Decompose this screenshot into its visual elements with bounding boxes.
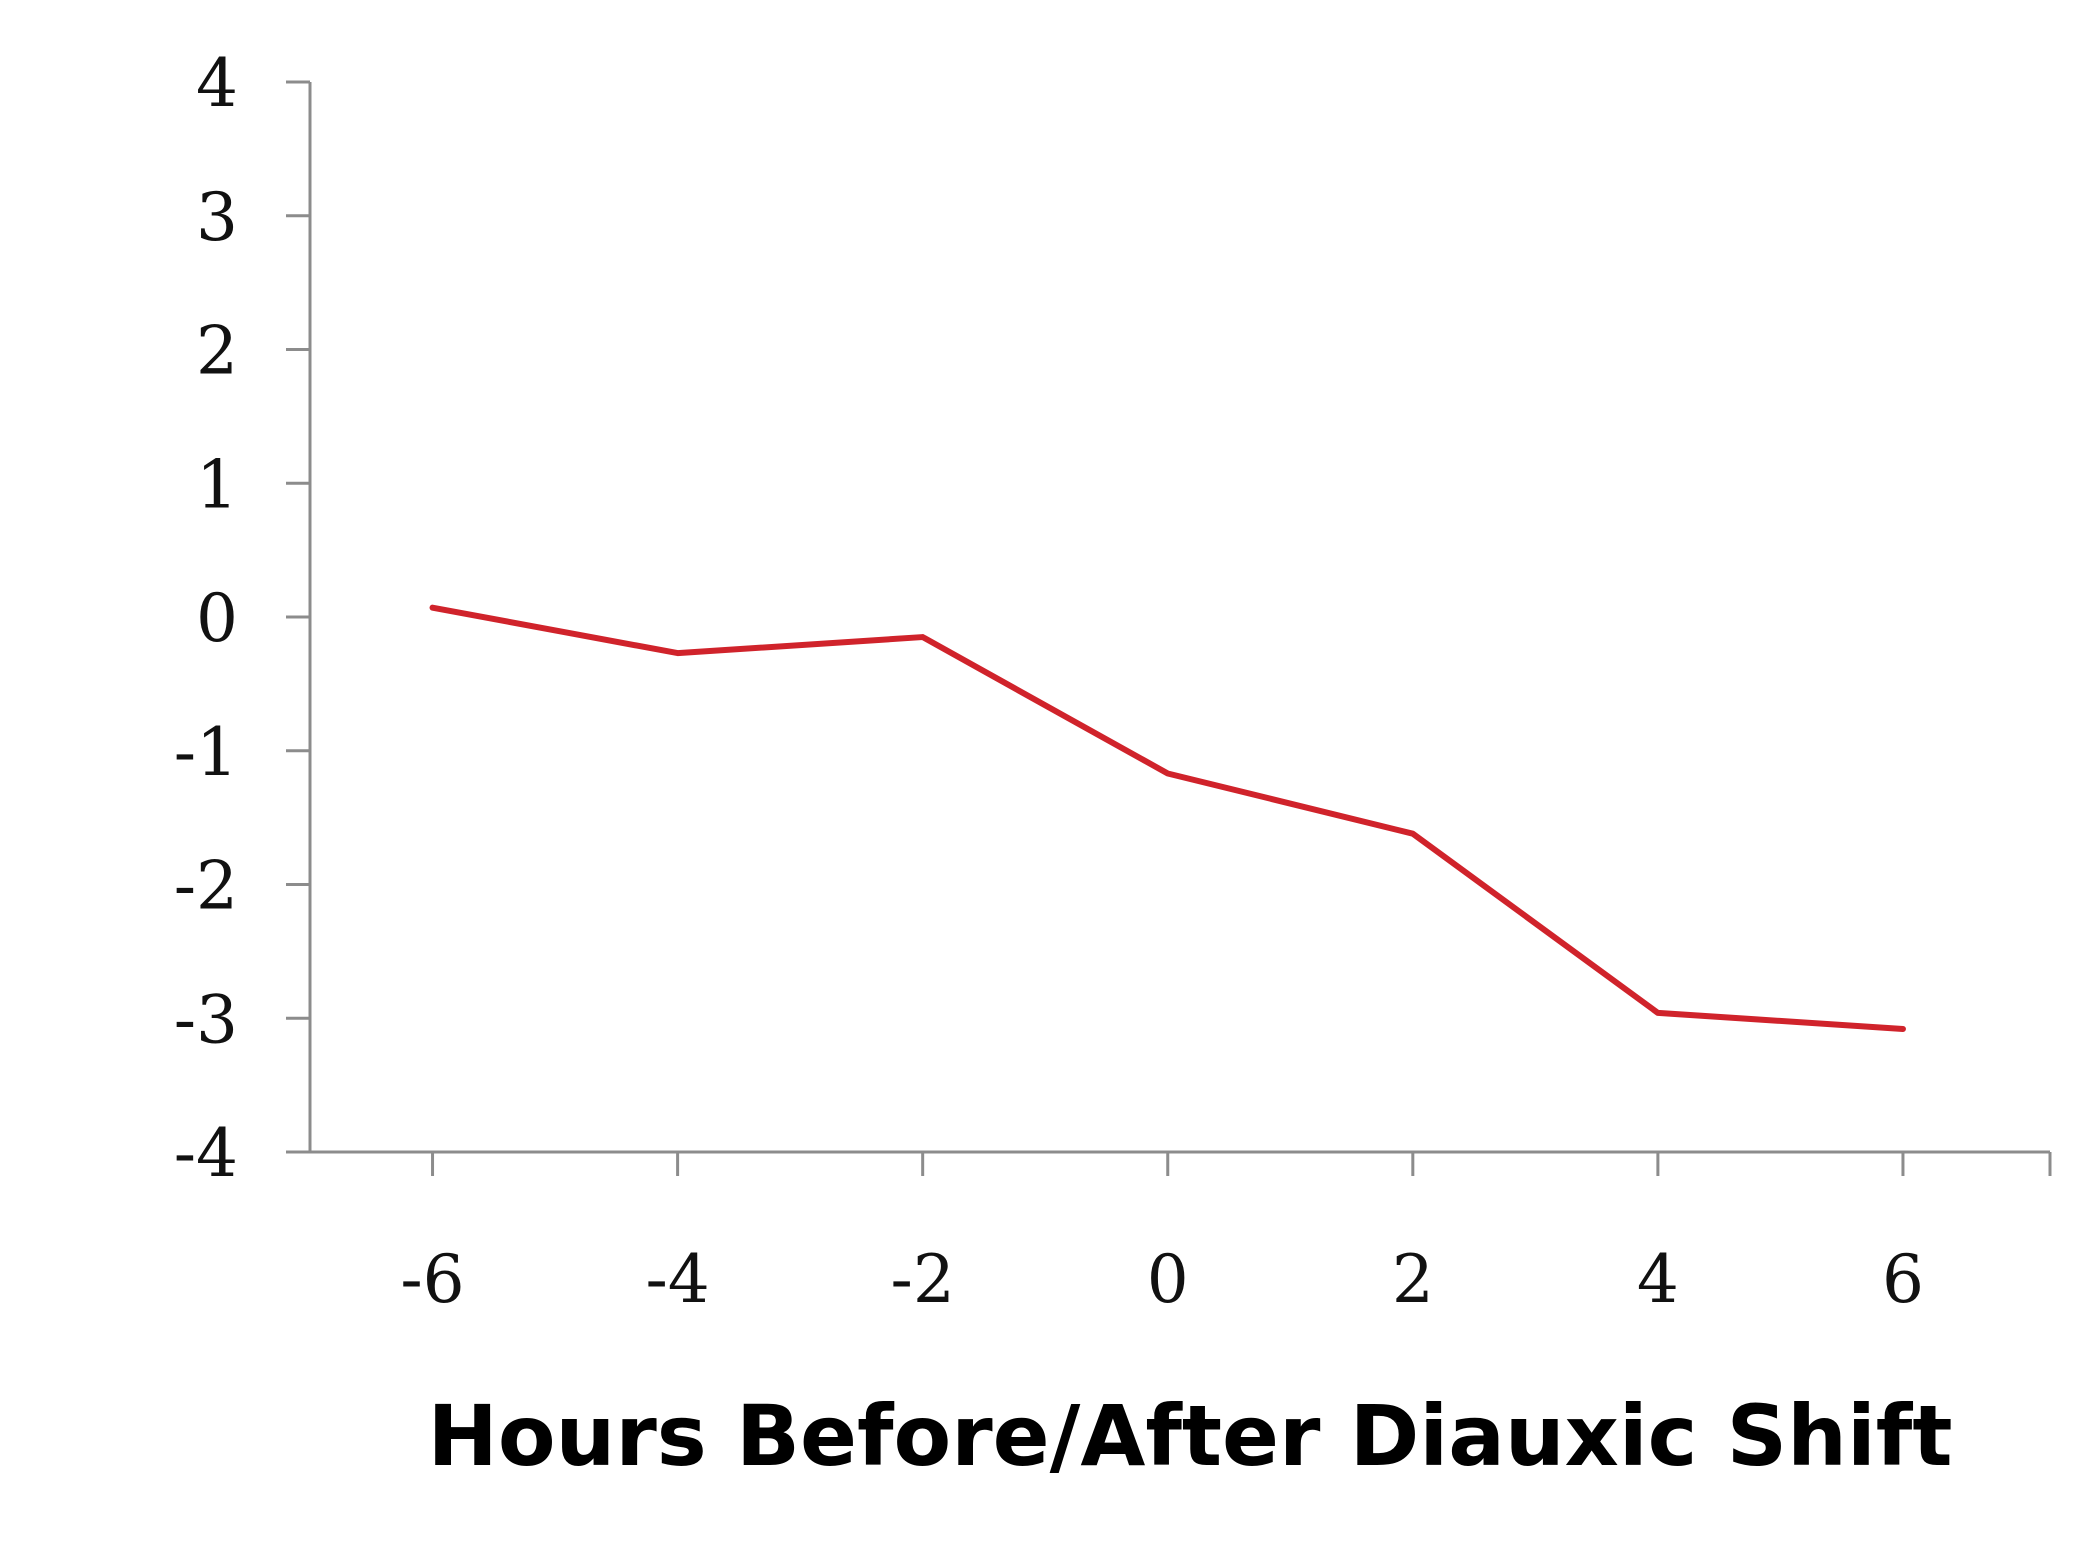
x-tick-label: 4 <box>1637 1241 1679 1318</box>
y-tick-label: -1 <box>174 714 238 791</box>
data-point <box>1657 1012 1659 1014</box>
x-tick-label: -2 <box>891 1241 955 1318</box>
series-group <box>429 604 1906 1032</box>
x-tick-label: -4 <box>645 1241 709 1318</box>
series-line-0 <box>429 604 1906 1032</box>
y-tick-label: -3 <box>174 981 238 1058</box>
y-tick-label: 2 <box>196 313 238 390</box>
y-tick-label: 1 <box>196 446 238 523</box>
y-tick-label: 4 <box>196 45 238 122</box>
x-tick-label: -6 <box>400 1241 464 1318</box>
y-tick-label: -4 <box>174 1115 238 1192</box>
y-tick-label: 3 <box>196 179 238 256</box>
y-axis: 4 3 2 1 0 -1 -2 -3 -4 <box>174 45 312 1192</box>
x-axis: -6 -4 -2 0 2 4 6 <box>286 1150 2052 1318</box>
data-point <box>677 652 679 654</box>
data-point <box>922 636 924 638</box>
y-tick-label: -2 <box>174 848 238 925</box>
data-point <box>1902 1028 1904 1030</box>
data-point <box>432 607 434 609</box>
data-point <box>1412 833 1414 835</box>
x-tick-label: 6 <box>1882 1241 1924 1318</box>
x-axis-title: Hours Before/After Diauxic Shift <box>428 1387 1953 1485</box>
data-point <box>1167 772 1169 774</box>
x-tick-label: 2 <box>1392 1241 1434 1318</box>
x-tick-label: 0 <box>1147 1241 1189 1318</box>
y-tick-label: 0 <box>196 580 238 657</box>
